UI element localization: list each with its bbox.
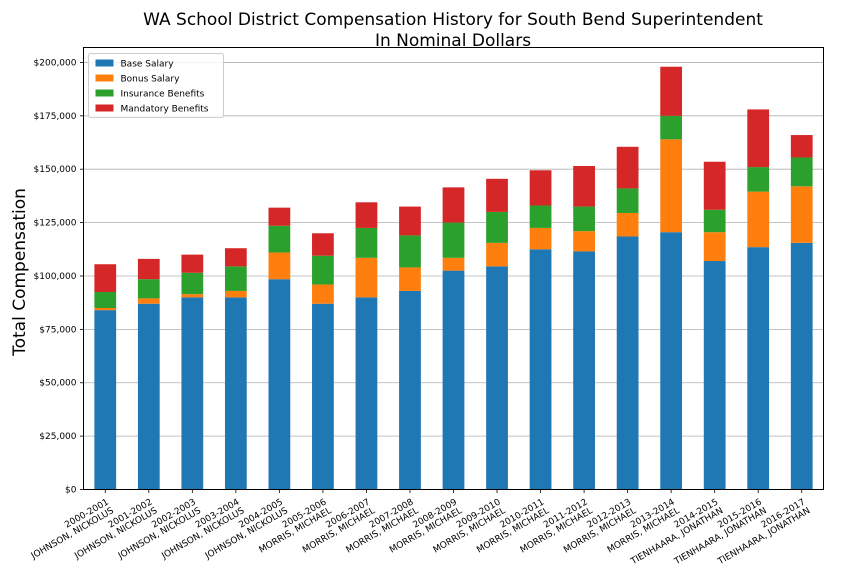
bar-insurance-benefits <box>573 206 595 232</box>
legend-label: Base Salary <box>121 60 175 70</box>
bars <box>94 66 813 490</box>
y-tick-label: $100,000 <box>34 272 77 282</box>
bar-insurance-benefits <box>94 291 117 309</box>
y-tick-label: $175,000 <box>34 112 77 122</box>
x-tick-name: JOHNSON, NICKOLUS <box>29 506 116 562</box>
legend-label: Bonus Salary <box>121 75 181 85</box>
bar-base-salary <box>181 297 204 490</box>
bar-base-salary <box>790 242 813 490</box>
y-tick-label: $50,000 <box>39 379 76 389</box>
bar-bonus-salary <box>660 139 683 233</box>
bar-mandatory-benefits <box>790 135 813 158</box>
bar-base-salary <box>268 279 291 490</box>
bar-mandatory-benefits <box>181 254 204 273</box>
bar-base-salary <box>355 297 378 490</box>
bar-bonus-salary <box>790 186 813 243</box>
bar-insurance-benefits <box>268 225 291 253</box>
y-tick-label: $150,000 <box>34 165 77 175</box>
bar-insurance-benefits <box>660 115 683 140</box>
bar-mandatory-benefits <box>355 202 378 228</box>
legend-swatch <box>95 59 114 67</box>
legend-label: Insurance Benefits <box>121 90 205 100</box>
legend-label: Mandatory Benefits <box>121 105 209 115</box>
chart-subtitle: In Nominal Dollars <box>375 31 531 51</box>
legend-swatch <box>95 104 114 112</box>
bar-base-salary <box>660 232 683 490</box>
bar-mandatory-benefits <box>486 178 508 212</box>
y-axis-ticks: $0 $25,000 $50,000 $75,000 $100,000 $125,000 $… <box>34 58 84 496</box>
y-tick-label: $25,000 <box>39 432 76 442</box>
plot-frame <box>83 47 824 490</box>
bar-insurance-benefits <box>616 188 639 213</box>
bar-insurance-benefits <box>181 272 204 295</box>
y-tick-label: $125,000 <box>34 219 77 229</box>
bar-base-salary <box>137 303 160 490</box>
legend: Base Salary Bonus Salary Insurance Benefit… <box>88 53 224 118</box>
bar-base-salary <box>529 249 552 490</box>
bar-mandatory-benefits <box>137 258 160 280</box>
bar-mandatory-benefits <box>747 109 770 168</box>
bar-bonus-salary <box>137 298 160 304</box>
y-axis-label: Total Compensation <box>10 188 30 357</box>
y-tick-label: $200,000 <box>34 58 77 68</box>
bar-bonus-salary <box>703 232 726 262</box>
bar-base-salary <box>703 261 726 490</box>
bar-base-salary <box>312 303 334 490</box>
bar-bonus-salary <box>573 231 595 252</box>
bar-bonus-salary <box>94 308 117 311</box>
bar-bonus-salary <box>486 242 508 267</box>
bar-insurance-benefits <box>703 209 726 233</box>
bar-insurance-benefits <box>442 222 465 258</box>
y-tick-label: $0 <box>65 486 77 496</box>
bar-mandatory-benefits <box>399 206 421 236</box>
bar-mandatory-benefits <box>442 187 465 223</box>
bar-bonus-salary <box>181 294 204 298</box>
bar-mandatory-benefits <box>268 207 291 226</box>
bar-base-salary <box>399 290 421 490</box>
bar-mandatory-benefits <box>312 233 334 256</box>
bar-base-salary <box>747 247 770 490</box>
bar-bonus-salary <box>399 267 421 291</box>
bar-base-salary <box>224 297 247 490</box>
bar-insurance-benefits <box>224 266 247 291</box>
bar-bonus-salary <box>616 212 639 237</box>
bar-insurance-benefits <box>137 279 160 299</box>
bar-insurance-benefits <box>790 157 813 187</box>
bar-base-salary <box>486 266 508 490</box>
bar-base-salary <box>442 270 465 490</box>
y-tick-label: $75,000 <box>39 325 76 335</box>
bar-mandatory-benefits <box>573 166 595 207</box>
chart-title: WA School District Compensation History … <box>143 10 763 30</box>
bar-bonus-salary <box>268 252 291 280</box>
bar-bonus-salary <box>442 257 465 271</box>
bar-base-salary <box>616 236 639 490</box>
bar-bonus-salary <box>747 191 770 248</box>
bar-mandatory-benefits <box>616 146 639 189</box>
bar-mandatory-benefits <box>94 264 117 292</box>
legend-swatch <box>95 89 114 97</box>
bar-insurance-benefits <box>747 167 770 192</box>
bar-mandatory-benefits <box>703 161 726 210</box>
bar-insurance-benefits <box>312 255 334 285</box>
bar-mandatory-benefits <box>224 248 247 267</box>
bar-insurance-benefits <box>529 205 552 228</box>
bar-base-salary <box>573 251 595 490</box>
bar-bonus-salary <box>529 227 552 250</box>
bar-insurance-benefits <box>399 235 421 268</box>
bar-insurance-benefits <box>486 211 508 243</box>
bar-bonus-salary <box>224 290 247 298</box>
bar-insurance-benefits <box>355 227 378 258</box>
bar-bonus-salary <box>312 284 334 304</box>
bar-base-salary <box>94 310 117 490</box>
legend-box <box>88 53 224 118</box>
bar-mandatory-benefits <box>660 66 683 116</box>
legend-swatch <box>95 74 114 82</box>
bar-mandatory-benefits <box>529 170 552 206</box>
bar-bonus-salary <box>355 257 378 298</box>
